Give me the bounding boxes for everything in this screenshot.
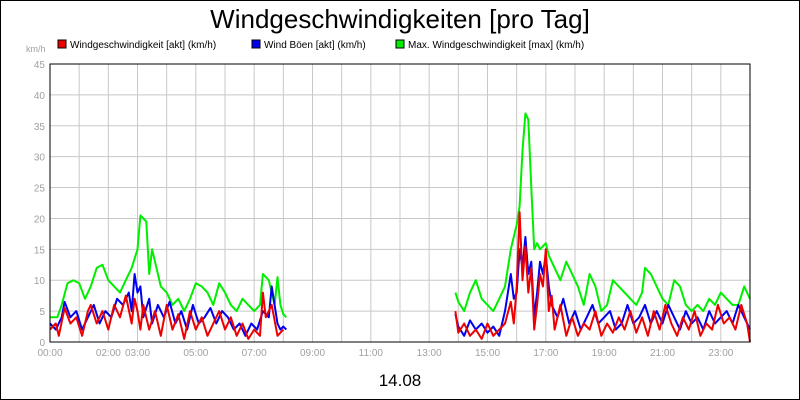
x-tick-label: 19:00 — [592, 348, 617, 359]
y-tick-label: 20 — [34, 214, 46, 225]
x-tick-label: 02:00 — [96, 348, 121, 359]
x-tick-label: 09:00 — [300, 348, 325, 359]
y-axis-ticks: 0 5 10 15 20 25 30 35 40 45 — [34, 60, 46, 349]
legend-swatch — [57, 39, 67, 49]
x-tick-label: 21:00 — [650, 348, 675, 359]
y-tick-label: 35 — [34, 122, 46, 133]
x-axis-date-label: 14.08 — [379, 371, 422, 390]
y-tick-label: 0 — [39, 338, 45, 349]
series-1 — [50, 112, 751, 319]
y-tick-label: 5 — [39, 307, 45, 318]
plot-area-border — [49, 63, 751, 343]
x-axis-ticks: 00:00 02:00 03:00 05:00 07:00 09:00 11:00 13:00… — [37, 348, 733, 359]
series-line-segment — [49, 273, 288, 337]
x-tick-label: 15:00 — [475, 348, 500, 359]
y-tick-label: 45 — [34, 60, 46, 71]
legend-swatch — [251, 39, 261, 49]
x-tick-label: 00:00 — [37, 348, 62, 359]
series-line-segment — [454, 236, 751, 337]
chart-series — [49, 112, 751, 343]
legend-swatch — [395, 39, 405, 49]
legend-label: Wind Böen [akt] (km/h) — [264, 40, 366, 51]
legend-entry: Max. Windgeschwindigkeit [max] (km/h) — [395, 39, 584, 51]
legend-entry: Windgeschwindigkeit [akt] (km/h) — [57, 39, 216, 51]
chart-title: Windgeschwindigkeiten [pro Tag] — [210, 4, 590, 34]
series-3 — [49, 211, 751, 343]
series-line-segment — [454, 211, 751, 343]
series-line-segment — [454, 112, 751, 313]
chart-legend: Windgeschwindigkeit [akt] (km/h) Wind Böe… — [57, 39, 584, 51]
y-tick-label: 40 — [34, 91, 46, 102]
legend-label: Max. Windgeschwindigkeit [max] (km/h) — [408, 40, 584, 51]
x-tick-label: 07:00 — [242, 348, 267, 359]
y-axis-unit-label: km/h — [26, 44, 46, 54]
x-tick-label: 17:00 — [533, 348, 558, 359]
legend-label: Windgeschwindigkeit [akt] (km/h) — [70, 40, 216, 51]
series-line-segment — [50, 214, 288, 319]
x-tick-label: 13:00 — [417, 348, 442, 359]
chart-grid — [49, 63, 751, 343]
x-tick-label: 03:00 — [125, 348, 150, 359]
y-tick-label: 10 — [34, 276, 46, 287]
y-tick-label: 30 — [34, 153, 46, 164]
x-tick-label: 05:00 — [183, 348, 208, 359]
x-tick-label: 23:00 — [708, 348, 733, 359]
x-tick-label: 11:00 — [359, 348, 384, 359]
legend-entry: Wind Böen [akt] (km/h) — [251, 39, 366, 51]
y-tick-label: 25 — [34, 184, 46, 195]
y-tick-label: 15 — [34, 245, 46, 256]
series-line-segment — [49, 291, 285, 340]
